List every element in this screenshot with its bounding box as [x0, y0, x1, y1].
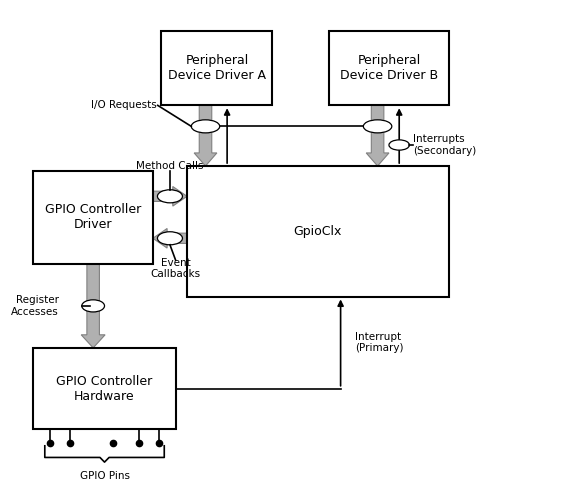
Polygon shape — [366, 105, 389, 166]
Text: Peripheral
Device Driver B: Peripheral Device Driver B — [340, 54, 438, 82]
Text: Method Calls: Method Calls — [136, 161, 203, 171]
Bar — [187, 166, 449, 297]
Text: Register
Accesses: Register Accesses — [11, 295, 59, 317]
Bar — [34, 348, 176, 429]
Text: GpioClx: GpioClx — [293, 225, 342, 238]
Text: GPIO Controller
Driver: GPIO Controller Driver — [45, 203, 141, 231]
Polygon shape — [81, 264, 105, 348]
Text: Event
Callbacks: Event Callbacks — [151, 258, 201, 279]
Ellipse shape — [82, 300, 105, 312]
Ellipse shape — [158, 232, 182, 245]
Text: Interrupt
(Primary): Interrupt (Primary) — [355, 332, 403, 354]
Text: GPIO Pins: GPIO Pins — [79, 470, 129, 481]
Ellipse shape — [389, 140, 409, 150]
Polygon shape — [153, 186, 187, 206]
Ellipse shape — [191, 120, 220, 133]
Text: Peripheral
Device Driver A: Peripheral Device Driver A — [168, 54, 266, 82]
Text: I/O Requests: I/O Requests — [91, 100, 157, 111]
Text: GPIO Controller
Hardware: GPIO Controller Hardware — [56, 375, 153, 403]
Polygon shape — [194, 105, 217, 166]
Text: Interrupts
(Secondary): Interrupts (Secondary) — [413, 134, 477, 156]
Bar — [34, 170, 153, 264]
Bar — [329, 31, 449, 105]
Ellipse shape — [158, 190, 182, 203]
Polygon shape — [153, 228, 187, 248]
Ellipse shape — [363, 120, 392, 133]
Bar — [162, 31, 272, 105]
